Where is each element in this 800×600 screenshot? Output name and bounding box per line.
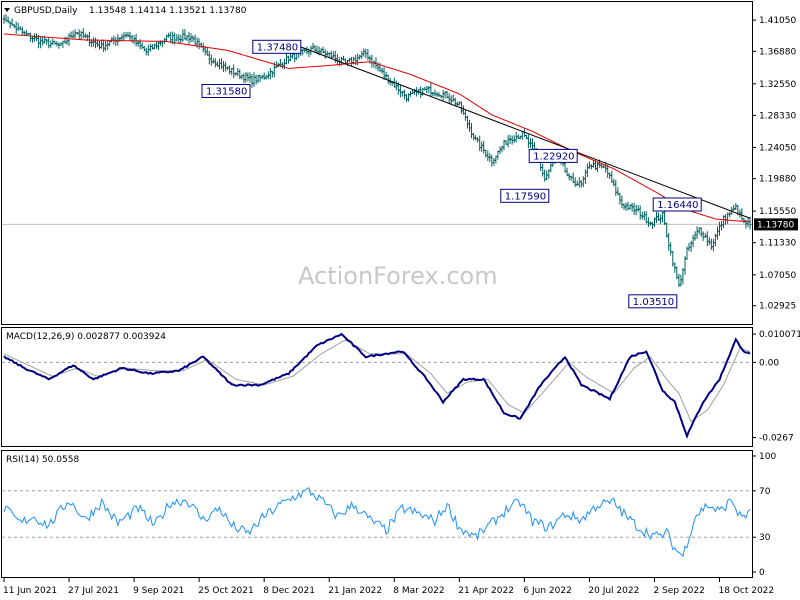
- y-tick-label: 0.010071: [759, 330, 800, 340]
- price-series: 1.37480 1.31580 1.22920 1.17590 1.16440 1.035…: [2, 14, 752, 309]
- x-tick-label: 6 Jun 2022: [523, 586, 571, 596]
- price-annotation: 1.37480: [252, 39, 302, 54]
- moving-average-line: [3, 33, 751, 223]
- annotation-label: 1.03510: [633, 297, 674, 308]
- ohlc-values: 1.13548 1.14114 1.13521 1.13780: [89, 6, 247, 16]
- x-tick-label: 18 Oct 2022: [719, 586, 775, 596]
- macd-line: [3, 332, 751, 439]
- rsi-line: [3, 487, 751, 558]
- y-tick-label: 1.07050: [759, 271, 796, 281]
- y-tick-label: 1.19880: [759, 175, 796, 185]
- y-tick-label: 1.02925: [759, 302, 796, 312]
- x-tick-label: 8 Mar 2022: [393, 586, 444, 596]
- watermark: ActionForex.com: [298, 262, 498, 290]
- y-tick-label: 100: [759, 452, 776, 462]
- rsi-series: [2, 487, 752, 558]
- current-price-tag: [754, 218, 798, 231]
- y-tick-label: 70: [759, 487, 771, 497]
- axes: 1.41050 1.36880 1.32550 1.28330 1.24050 1.198…: [3, 16, 800, 596]
- y-tick-label: 1.28330: [759, 111, 796, 121]
- annotation-label: 1.16440: [657, 200, 698, 211]
- y-tick-label: 1.11330: [759, 239, 796, 249]
- x-tick-label: 11 Jun 2021: [3, 586, 57, 596]
- symbol-label: GBPUSD,Daily: [14, 6, 78, 16]
- x-tick-label: 21 Apr 2022: [458, 586, 514, 596]
- x-tick-label: 21 Jan 2022: [328, 586, 382, 596]
- annotation-label: 1.37480: [257, 42, 298, 53]
- price-annotation: 1.03510: [628, 294, 678, 309]
- annotation-label: 1.22920: [533, 151, 574, 162]
- y-tick-label: 1.36880: [759, 47, 796, 57]
- price-annotation: 1.16440: [652, 197, 702, 212]
- y-tick-label: 0: [759, 568, 765, 578]
- y-tick-label: 1.15550: [759, 207, 796, 217]
- y-tick-label: -0.0267: [759, 434, 794, 444]
- y-tick-label: 30: [759, 533, 771, 543]
- x-tick-label: 8 Dec 2021: [263, 586, 315, 596]
- macd-title: MACD(12,26,9) 0.002877 0.003924: [6, 332, 166, 342]
- annotation-label: 1.31580: [206, 87, 247, 98]
- y-tick-label: 1.32550: [759, 80, 796, 90]
- price-annotation: 1.17590: [500, 188, 550, 203]
- macd-series: [2, 332, 752, 439]
- price-annotation: 1.22920: [528, 148, 578, 163]
- annotation-label: 1.17590: [505, 191, 546, 202]
- x-tick-label: 27 Jul 2021: [68, 586, 119, 596]
- price-annotation: 1.31580: [201, 84, 251, 98]
- x-tick-label: 20 Jul 2022: [588, 586, 639, 596]
- y-tick-label: 0.00: [759, 358, 779, 368]
- y-tick-label: 1.41050: [759, 16, 796, 26]
- rsi-title: RSI(14) 50.0558: [6, 455, 79, 465]
- price-panel: [1, 1, 753, 325]
- y-tick-label: 1.24050: [759, 144, 796, 154]
- trendline: [300, 46, 751, 219]
- x-tick-label: 2 Sep 2022: [654, 586, 705, 596]
- x-tick-label: 9 Sep 2021: [133, 586, 184, 596]
- ohlc-bars: [2, 14, 752, 287]
- current-price-label: 1.13780: [757, 220, 794, 230]
- x-tick-label: 25 Oct 2021: [198, 586, 254, 596]
- macd-panel: [1, 327, 753, 447]
- dropdown-triangle-icon[interactable]: [4, 8, 10, 12]
